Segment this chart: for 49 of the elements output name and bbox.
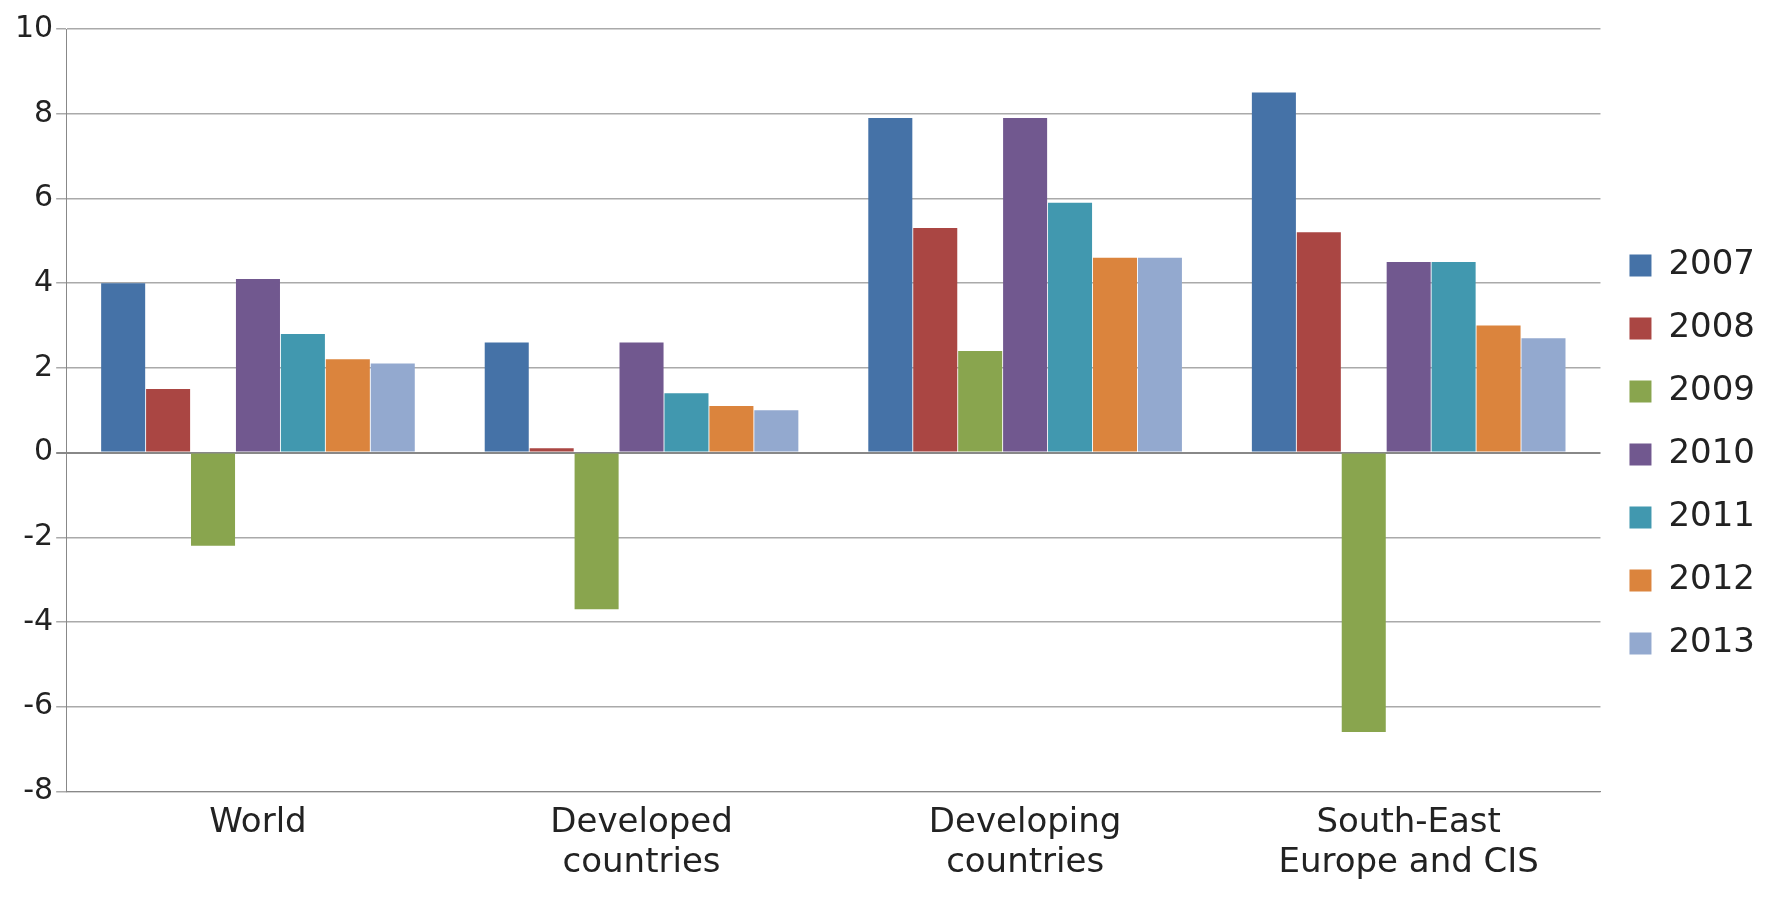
bar bbox=[868, 117, 913, 452]
legend-label: 2011 bbox=[1668, 494, 1755, 535]
legend-label: 2007 bbox=[1668, 242, 1755, 283]
y-tick-label: 8 bbox=[34, 93, 54, 129]
y-tick-label: -4 bbox=[23, 601, 54, 637]
bar bbox=[709, 405, 754, 452]
bar bbox=[1048, 202, 1093, 452]
y-tick-label: 2 bbox=[34, 347, 54, 383]
bar bbox=[574, 453, 619, 610]
bar bbox=[1296, 232, 1341, 452]
legend-label: 2012 bbox=[1668, 557, 1755, 598]
legend-label: 2008 bbox=[1668, 305, 1755, 346]
legend-label: 2013 bbox=[1668, 620, 1755, 661]
bar bbox=[1092, 257, 1137, 452]
bar bbox=[1341, 453, 1386, 733]
x-tick-label: South-East Europe and CIS bbox=[1278, 799, 1539, 881]
bar bbox=[325, 359, 370, 452]
y-tick-label: 4 bbox=[34, 262, 54, 298]
bar bbox=[1003, 117, 1048, 452]
y-tick-label: 10 bbox=[14, 8, 54, 44]
x-tick-label: Developed countries bbox=[550, 799, 733, 881]
bar bbox=[754, 410, 799, 452]
bar bbox=[913, 228, 958, 452]
bar bbox=[619, 342, 664, 452]
y-tick-label: -2 bbox=[23, 517, 54, 553]
bar bbox=[191, 453, 236, 546]
bar bbox=[370, 363, 415, 452]
y-tick-label: 6 bbox=[34, 178, 54, 214]
bar bbox=[484, 342, 529, 452]
bar bbox=[1521, 338, 1566, 452]
x-tick-label: World bbox=[209, 799, 307, 840]
bar bbox=[958, 350, 1003, 452]
y-tick-label: -6 bbox=[23, 686, 54, 722]
bar bbox=[1251, 92, 1296, 452]
y-tick-label: 0 bbox=[34, 432, 54, 468]
y-tick-label: -8 bbox=[23, 771, 54, 807]
bar bbox=[1386, 261, 1431, 452]
bar bbox=[664, 393, 709, 452]
bar bbox=[1476, 325, 1521, 452]
bar bbox=[1431, 261, 1476, 452]
x-tick-label: Developing countries bbox=[928, 799, 1122, 881]
bar bbox=[235, 278, 280, 452]
bar bbox=[280, 333, 325, 452]
bar bbox=[146, 389, 191, 452]
bar bbox=[101, 283, 146, 452]
bar bbox=[1137, 257, 1182, 452]
legend-label: 2009 bbox=[1668, 368, 1755, 409]
legend-label: 2010 bbox=[1668, 431, 1755, 472]
bar bbox=[529, 448, 574, 452]
